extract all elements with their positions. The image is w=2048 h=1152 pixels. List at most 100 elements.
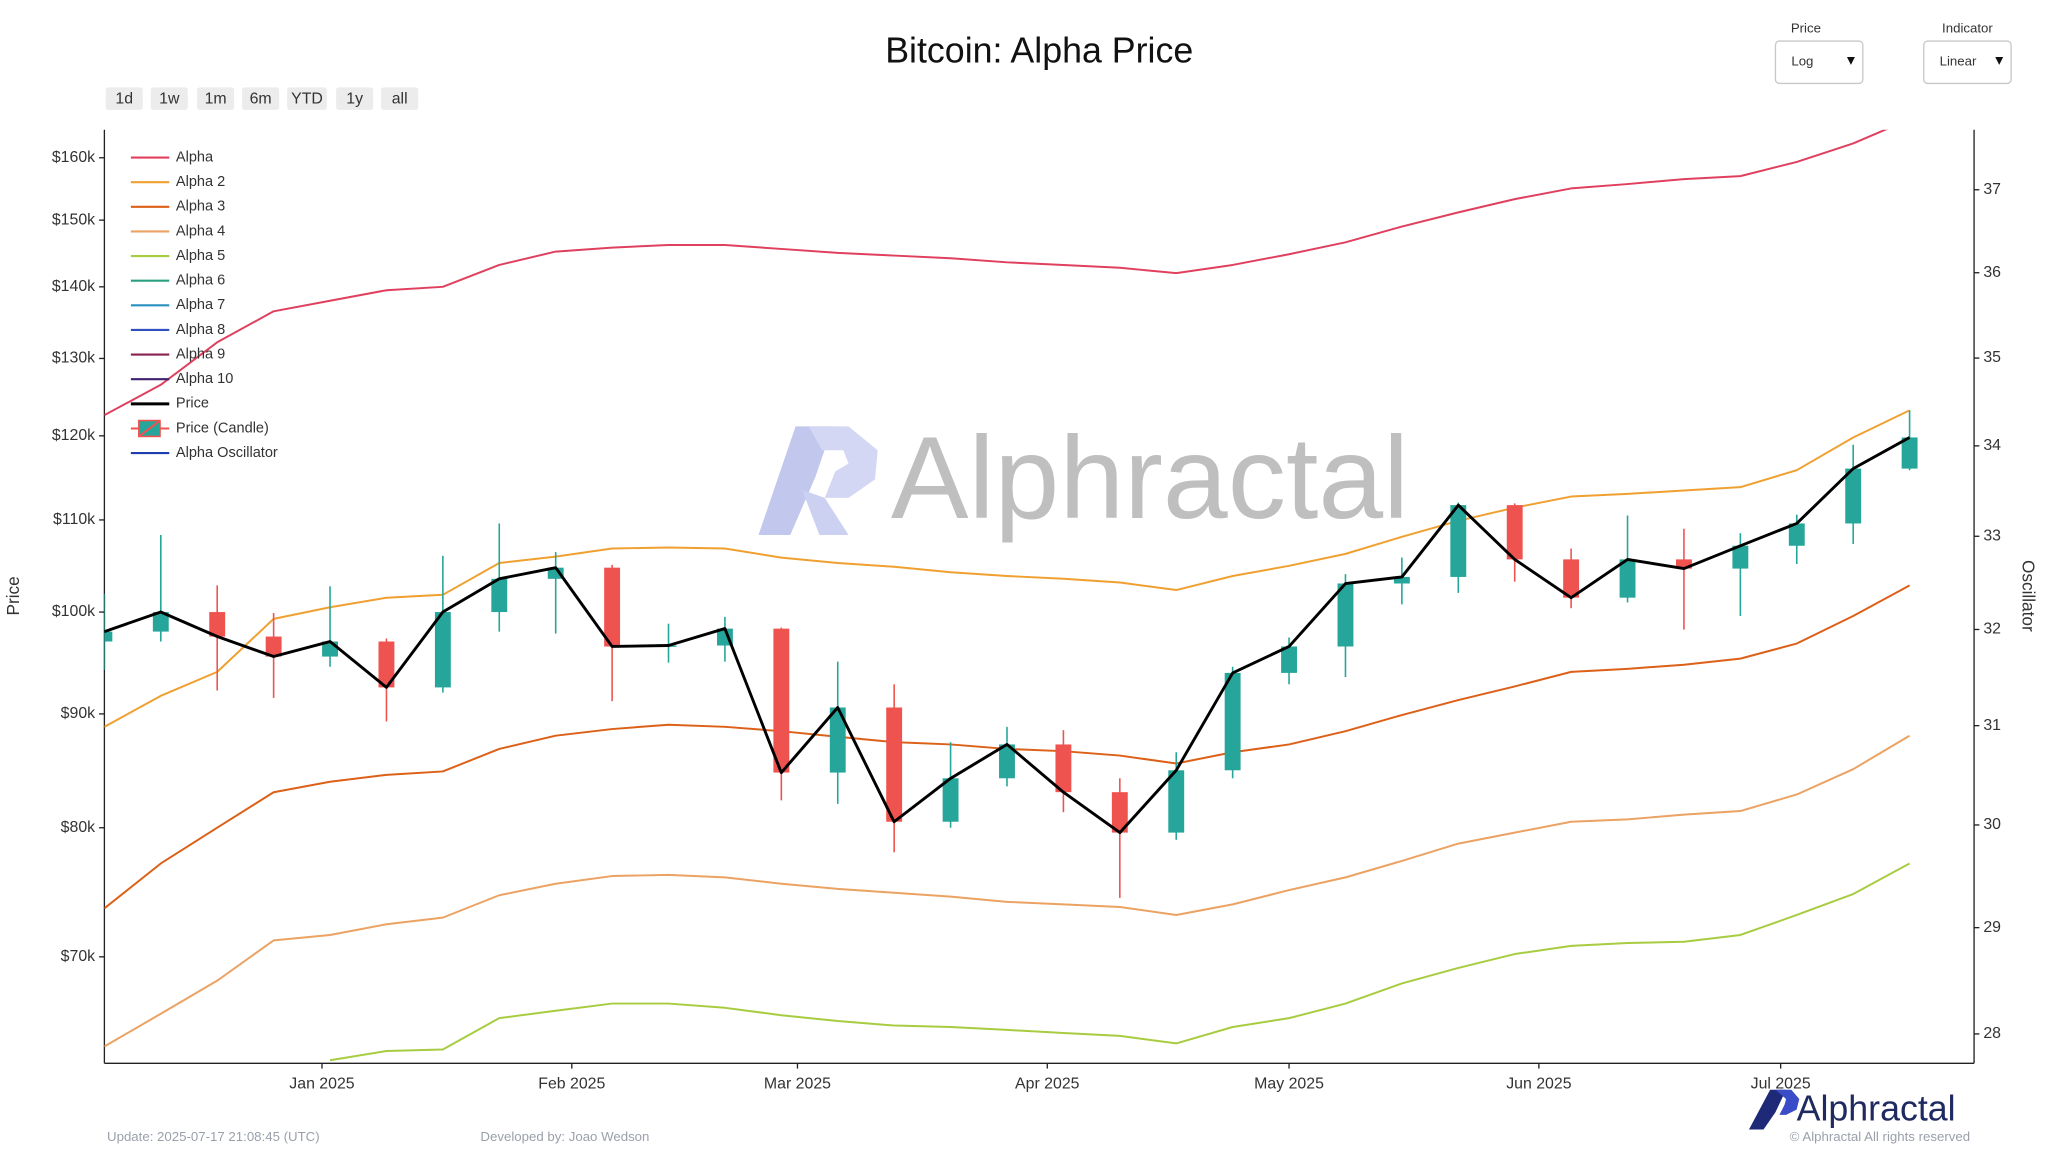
candle-body <box>1788 523 1805 546</box>
dropdown-arrow <box>1995 56 2004 65</box>
candle-body <box>829 707 846 773</box>
range-button-label[interactable]: 1d <box>115 90 133 107</box>
candle-body <box>886 707 903 822</box>
x-tick-label: Jan 2025 <box>289 1076 354 1093</box>
brand-text: Alphractal <box>1797 1088 1956 1128</box>
series-line <box>329 862 1911 1062</box>
candle-body <box>1111 792 1128 833</box>
watermark-text: Alphractal <box>891 413 1409 543</box>
range-button[interactable] <box>242 87 280 110</box>
candle-body <box>1281 646 1298 673</box>
legend-label[interactable]: Alpha 8 <box>176 322 225 338</box>
range-button-label[interactable]: YTD <box>291 90 323 107</box>
y2-tick-label: 31 <box>1983 717 2001 734</box>
legend-label[interactable]: Alpha 2 <box>176 174 225 190</box>
candle-body <box>209 612 226 637</box>
candle-body <box>265 636 282 657</box>
x-tick-label: May 2025 <box>1254 1076 1324 1093</box>
range-button-label[interactable]: 1w <box>159 90 180 107</box>
y2-tick-label: 34 <box>1983 437 2001 454</box>
candle-body <box>491 578 508 613</box>
candle-body <box>378 641 395 688</box>
x-tick-label: Mar 2025 <box>764 1076 831 1093</box>
y-tick-label: $70k <box>61 948 95 965</box>
range-button[interactable] <box>105 87 143 110</box>
candle-body <box>152 612 169 632</box>
candle-body <box>547 567 564 579</box>
series-line <box>104 409 1911 728</box>
range-button[interactable] <box>336 87 374 110</box>
candle-body <box>1393 576 1410 584</box>
legend-label[interactable]: Alpha 3 <box>176 199 225 215</box>
range-button-label[interactable]: all <box>392 90 408 107</box>
legend-label[interactable]: Price <box>176 396 209 412</box>
range-button-label[interactable]: 1m <box>205 90 227 107</box>
x-tick-label: Feb 2025 <box>538 1076 605 1093</box>
candle-body <box>1168 770 1185 833</box>
plot-area <box>104 129 1918 1062</box>
x-tick-label: Jul 2025 <box>1751 1076 1811 1093</box>
candle-body <box>942 778 959 822</box>
legend-label[interactable]: Alpha 10 <box>176 371 233 387</box>
candle-body <box>773 628 790 773</box>
candle-body <box>1450 505 1467 577</box>
candle-body <box>1563 559 1580 598</box>
x-tick-label: Jun 2025 <box>1506 1076 1571 1093</box>
y2-tick-label: 36 <box>1983 264 2001 281</box>
dropdown-arrow <box>1846 56 1855 65</box>
y2-tick-label: 37 <box>1983 181 2001 198</box>
y2-tick-label: 28 <box>1983 1025 2001 1042</box>
legend-label[interactable]: Alpha 7 <box>176 297 225 313</box>
dropdown-label: Price <box>1791 21 1821 36</box>
dropdown-value[interactable]: Log <box>1791 54 1813 69</box>
y-tick-label: $100k <box>52 603 95 620</box>
y-axis-label: Price <box>3 576 23 615</box>
candle-body <box>604 567 621 647</box>
legend-label[interactable]: Alpha 5 <box>176 248 225 264</box>
y2-axis-label: Oscillator <box>2018 560 2038 632</box>
range-button-label[interactable]: 6m <box>250 90 272 107</box>
y2-tick-label: 33 <box>1983 527 2001 544</box>
y2-tick-label: 32 <box>1983 621 2001 638</box>
dropdown[interactable] <box>1923 40 2012 85</box>
dropdown[interactable] <box>1774 40 1864 85</box>
copyright: © Alphractal All rights reserved <box>1790 1129 1970 1144</box>
candle-body <box>999 744 1015 779</box>
series-line <box>104 129 1888 416</box>
range-button[interactable] <box>287 87 327 110</box>
candle-body <box>1055 744 1072 793</box>
series-line <box>104 734 1911 1048</box>
y-tick-label: $130k <box>52 350 95 367</box>
y-tick-label: $160k <box>52 149 95 166</box>
y2-tick-label: 35 <box>1983 349 2001 366</box>
y2-tick-label: 30 <box>1983 816 2001 833</box>
legend-label[interactable]: Alpha 6 <box>176 273 225 289</box>
legend-label[interactable]: Alpha 4 <box>176 223 225 239</box>
dropdown-value[interactable]: Linear <box>1940 54 1977 69</box>
candle-body <box>104 631 113 642</box>
legend-label[interactable]: Alpha <box>176 149 214 165</box>
legend-label[interactable]: Alpha 9 <box>176 346 225 362</box>
candle-body <box>1619 559 1636 598</box>
dropdown-label: Indicator <box>1942 21 1993 36</box>
legend-label[interactable]: Alpha Oscillator <box>176 445 278 461</box>
range-button-label[interactable]: 1y <box>346 90 363 107</box>
range-button[interactable] <box>150 87 188 110</box>
y-tick-label: $80k <box>61 819 95 836</box>
y-tick-label: $150k <box>52 211 95 228</box>
developer: Developed by: Joao Wedson <box>480 1129 649 1144</box>
legend-swatch[interactable] <box>138 419 161 438</box>
y-tick-label: $120k <box>52 427 95 444</box>
x-tick-label: Apr 2025 <box>1015 1076 1080 1093</box>
candle-body <box>1901 437 1918 469</box>
candle-body <box>1337 583 1354 647</box>
range-button[interactable] <box>381 87 419 110</box>
candle-body <box>1732 545 1749 569</box>
candle-body <box>1845 468 1862 524</box>
y2-tick-label: 29 <box>1983 919 2001 936</box>
candle-body <box>1506 505 1523 560</box>
range-button[interactable] <box>197 87 235 110</box>
legend-label[interactable]: Price (Candle) <box>176 420 269 436</box>
